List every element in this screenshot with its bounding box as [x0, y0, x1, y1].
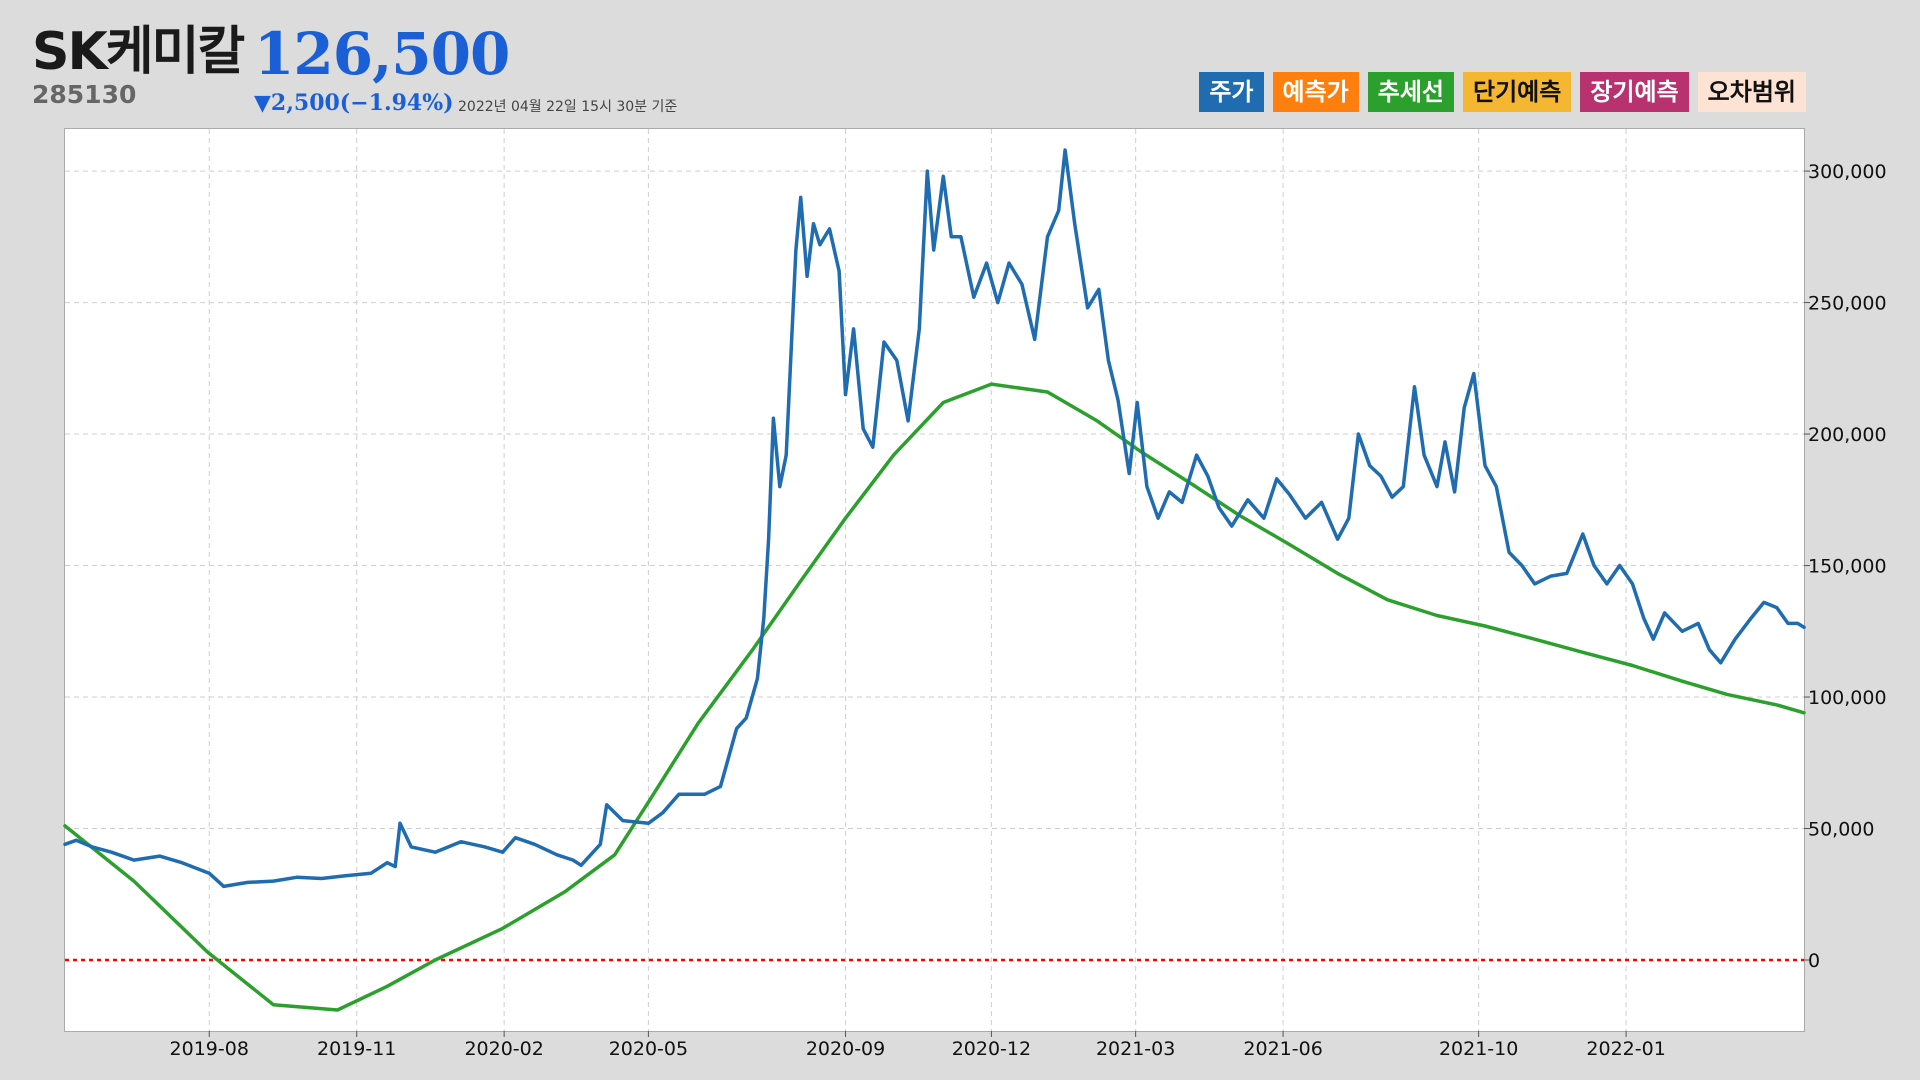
- legend-item-forecast[interactable]: 예측가: [1272, 72, 1359, 112]
- legend-item-error-range[interactable]: 오차범위: [1697, 72, 1806, 112]
- x-tick-label: 2020-05: [609, 1038, 688, 1060]
- grid-lines: [65, 129, 1804, 1031]
- x-tick-label: 2020-02: [464, 1038, 543, 1060]
- stock-price: 126,500: [254, 20, 510, 88]
- y-tick-label: 0: [1808, 950, 1820, 972]
- y-tick-label: 200,000: [1808, 424, 1887, 446]
- x-tick-label: 2020-12: [952, 1038, 1031, 1060]
- legend-item-long-term[interactable]: 장기예측: [1580, 72, 1689, 112]
- y-tick-label: 50,000: [1808, 819, 1874, 841]
- x-tick-label: 2021-06: [1243, 1038, 1322, 1060]
- as-of-timestamp: 2022년 04월 22일 15시 30분 기준: [458, 99, 678, 115]
- x-tick-label: 2021-03: [1096, 1038, 1175, 1060]
- legend: 주가 예측가 추세선 단기예측 장기예측 오차범위: [1199, 72, 1806, 112]
- stock-code: 285130: [32, 80, 137, 109]
- legend-item-trendline[interactable]: 추세선: [1367, 72, 1455, 112]
- series-lines: [63, 148, 1806, 1012]
- legend-item-short-term[interactable]: 단기예측: [1463, 72, 1572, 112]
- x-axis-ticks: 2019-08 2019-11 2020-02 2020-05 2020-09 2020-…: [170, 1031, 1666, 1060]
- price-change: ▼2,500(−1.94%): [254, 90, 454, 116]
- series-line-trend: [63, 382, 1806, 1012]
- header: SK케미칼 126,500 285130 ▼2,500(−1.94%) 2022…: [0, 0, 1920, 128]
- series-line-price: [63, 148, 1806, 889]
- x-tick-label: 2021-10: [1439, 1038, 1518, 1060]
- stock-name: SK케미칼: [32, 22, 245, 82]
- x-tick-label: 2022-01: [1586, 1038, 1665, 1060]
- x-tick-label: 2020-09: [806, 1038, 885, 1060]
- y-tick-label: 300,000: [1808, 161, 1887, 183]
- y-tick-label: 250,000: [1808, 293, 1887, 315]
- x-tick-label: 2019-08: [170, 1038, 249, 1060]
- y-tick-label: 100,000: [1808, 687, 1887, 709]
- y-axis-ticks: 0 50,000 100,000 150,000 200,000 250,000 300,0…: [1804, 161, 1887, 972]
- legend-item-price[interactable]: 주가: [1199, 72, 1264, 112]
- chart-plot-area: [64, 128, 1805, 1032]
- y-tick-label: 150,000: [1808, 556, 1887, 578]
- x-tick-label: 2019-11: [317, 1038, 396, 1060]
